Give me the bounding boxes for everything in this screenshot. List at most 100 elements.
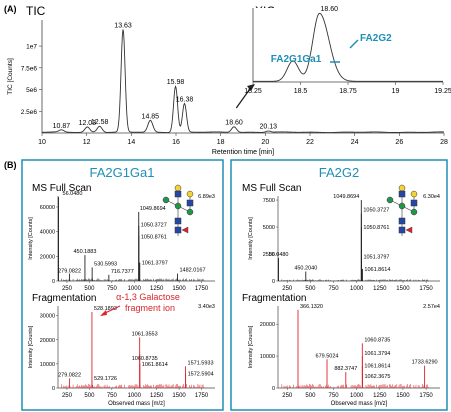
spectrum-y-axis-label: Intensity [Counts] xyxy=(248,217,254,260)
spectrum-peak-label: 1061.8614 xyxy=(364,364,390,370)
spectrum-y-tick-label: 60000 xyxy=(40,205,55,211)
panel-b-label: (B) xyxy=(4,160,17,170)
tic-peak-label: 12.58 xyxy=(91,119,109,126)
spectrum-x-tick-label: 500 xyxy=(305,393,316,399)
tic-y-tick-label: 1e7 xyxy=(26,44,37,51)
spectrum-peak-label: 1050.8761 xyxy=(141,234,167,240)
spectrum-peak-label: 1049.8694 xyxy=(140,206,166,212)
spectrum-scale-label: 6.89e3 xyxy=(198,194,215,200)
spectrum-y-axis-label: Intensity [Counts] xyxy=(28,325,34,368)
glcnac-square xyxy=(174,217,182,225)
spectrum-x-axis-label: Observed mass [m/z] xyxy=(108,401,165,407)
spectrum-peak-label: 716.7377 xyxy=(111,269,134,275)
spectrum-y-tick-label: 10000 xyxy=(40,362,55,368)
tic-peak-label: 10.87 xyxy=(53,123,71,130)
mannose-circle xyxy=(410,208,418,216)
glcnac-square xyxy=(174,190,182,198)
spectrum-x-tick-label: 750 xyxy=(107,286,118,292)
spectrum-peak-label: 529.1726 xyxy=(94,376,117,382)
spectrum-x-tick-label: 1750 xyxy=(419,286,433,292)
tic-x-tick-label: 14 xyxy=(127,139,135,146)
spectrum-peak-label: 279.0822 xyxy=(58,372,81,378)
spectrum-x-tick-label: 1000 xyxy=(128,393,142,399)
spectrum-peak-label: 56.0480 xyxy=(269,252,289,258)
spectrum-peak-label: 1061.8614 xyxy=(364,267,390,273)
xic-series-fa2g1ga1: FA2G1Ga1 xyxy=(271,54,322,65)
tic-x-tick-label: 24 xyxy=(351,139,359,146)
spectrum-y-tick-label: 7500 xyxy=(263,198,275,204)
galactose-circle xyxy=(410,190,418,198)
xic-x-tick-label: 18.5 xyxy=(294,88,308,95)
mannose-circle xyxy=(186,208,194,216)
tic-trace xyxy=(41,29,445,134)
spectrum-y-tick-label: 20000 xyxy=(40,254,55,260)
spectrum-peak-label: 1572.5904 xyxy=(188,372,214,378)
tic-chart: 10 12 14 16 18 20 22 24 26 28 2.5e6 5e6 7.5e6 1e7 Rete… xyxy=(7,20,448,156)
mannose-circle xyxy=(386,196,394,204)
ms-full-scan-fa2g1ga1: 250 500 750 1000 1250 1500 1750 0 20000 40000 6000… xyxy=(28,191,215,292)
tic-y-tick-label: 2.5e6 xyxy=(21,109,38,116)
galactose-circle xyxy=(174,184,182,192)
spectrum-scale-label: 3.40e3 xyxy=(198,304,215,310)
glcnac-square xyxy=(174,226,182,234)
xic-x-tick-label: 19.25 xyxy=(434,88,451,95)
galactose-circle xyxy=(186,190,194,198)
galactose-circle xyxy=(398,184,406,192)
tic-title: TIC xyxy=(26,4,46,18)
fragmentation-label-left: Fragmentation xyxy=(32,293,96,304)
xic-chart: 18.25 18.5 18.75 19 19.25 18.60 FA2G1Ga1 FA2G2 xyxy=(244,6,451,95)
tic-peak-label: 12.03 xyxy=(79,120,97,127)
spectrum-x-tick-label: 750 xyxy=(329,393,340,399)
spectrum-peak-label: 679.5024 xyxy=(316,353,339,359)
spectrum-x-tick-label: 1250 xyxy=(150,393,164,399)
spectrum-x-tick-label: 250 xyxy=(282,393,293,399)
glcnac-square xyxy=(398,217,406,225)
spectrum-peak-label: 1571.5933 xyxy=(188,360,214,366)
xic-x-tick-label: 18.75 xyxy=(339,88,357,95)
tic-to-xic-arrow xyxy=(235,85,253,109)
tic-x-tick-label: 10 xyxy=(38,139,46,146)
spectrum-peak-label: 1061.3794 xyxy=(364,351,390,357)
spectrum-y-tick-label: 20000 xyxy=(40,338,55,344)
spectrum-x-tick-label: 250 xyxy=(282,286,293,292)
spectrum-x-tick-label: 1000 xyxy=(350,286,364,292)
tic-x-tick-label: 26 xyxy=(395,139,403,146)
spectrum-x-tick-label: 1750 xyxy=(195,286,209,292)
xic-x-tick-label: 18.25 xyxy=(244,88,262,95)
ms-full-scan-label-right: MS Full Scan xyxy=(242,183,301,194)
spectrum-peak-label: 1050.3727 xyxy=(363,208,389,214)
tic-peak-label: 13.63 xyxy=(114,22,132,29)
xic-series-fa2g2: FA2G2 xyxy=(360,33,392,44)
fa2g2-title: FA2G2 xyxy=(319,165,359,180)
glycan-structures xyxy=(162,184,418,236)
tic-x-tick-label: 22 xyxy=(306,139,314,146)
spectrum-x-tick-label: 1500 xyxy=(396,286,410,292)
spectrum-peak-label: 528.1893 xyxy=(94,306,117,312)
galactose-annotation-line2: fragment ion xyxy=(125,303,175,313)
spectrum-x-tick-label: 1750 xyxy=(419,393,433,399)
spectrum-y-tick-label: 30000 xyxy=(40,314,55,320)
spectrum-peak-label: 1050.8761 xyxy=(363,225,389,231)
spectrum-scale-label: 6.30e4 xyxy=(423,194,440,200)
spectrum-peak-label: 1061.8614 xyxy=(142,362,168,368)
spectrum-peak-label: 1061.3797 xyxy=(142,260,168,266)
spectrum-x-tick-label: 750 xyxy=(107,393,118,399)
xic-peak-label: 18.60 xyxy=(321,6,339,13)
spectrum-x-tick-label: 500 xyxy=(305,286,316,292)
galactose-annotation-line1: α-1,3 Galactose xyxy=(116,292,180,302)
fucose-triangle xyxy=(181,226,189,234)
spectrum-y-tick-label: 20000 xyxy=(260,322,275,328)
tic-y-axis-label: TIC [Counts] xyxy=(7,58,14,95)
mannose-circle xyxy=(162,196,170,204)
fa2g1ga1-frame xyxy=(21,159,224,411)
spectrum-x-tick-label: 1500 xyxy=(172,286,186,292)
spectrum-peak-label: 1060.8735 xyxy=(364,337,390,343)
xic-x-tick-label: 19 xyxy=(392,88,400,95)
spectrum-y-axis-label: Intensity [Counts] xyxy=(248,325,254,368)
xic-background xyxy=(253,8,443,82)
glcnac-square xyxy=(398,190,406,198)
tic-to-xic-arrowhead xyxy=(247,84,255,91)
mannose-circle xyxy=(398,202,406,210)
